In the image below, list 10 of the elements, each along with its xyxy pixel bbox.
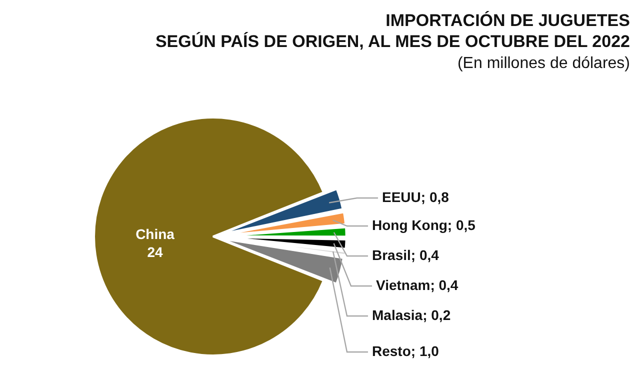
slice-label: Malasia; 0,2 xyxy=(372,306,451,323)
slice-label: Brasil; 0,4 xyxy=(372,246,440,263)
chart-title: IMPORTACIÓN DE JUGUETES SEGÚN PAÍS DE ORIGEN, AL MES DE OCTUBRE DEL 2022 xyxy=(155,10,630,52)
slice-label: Hong Kong; 0,5 xyxy=(372,216,476,233)
slice-label: China xyxy=(136,226,175,242)
data-label: 24 xyxy=(147,244,163,260)
slice-label: Resto; 1,0 xyxy=(372,342,440,359)
slice-label: EEUU; 0,8 xyxy=(382,188,450,205)
slice-label: Vietnam; 0,4 xyxy=(376,276,458,293)
text: (En millones de dólares) xyxy=(457,55,630,73)
